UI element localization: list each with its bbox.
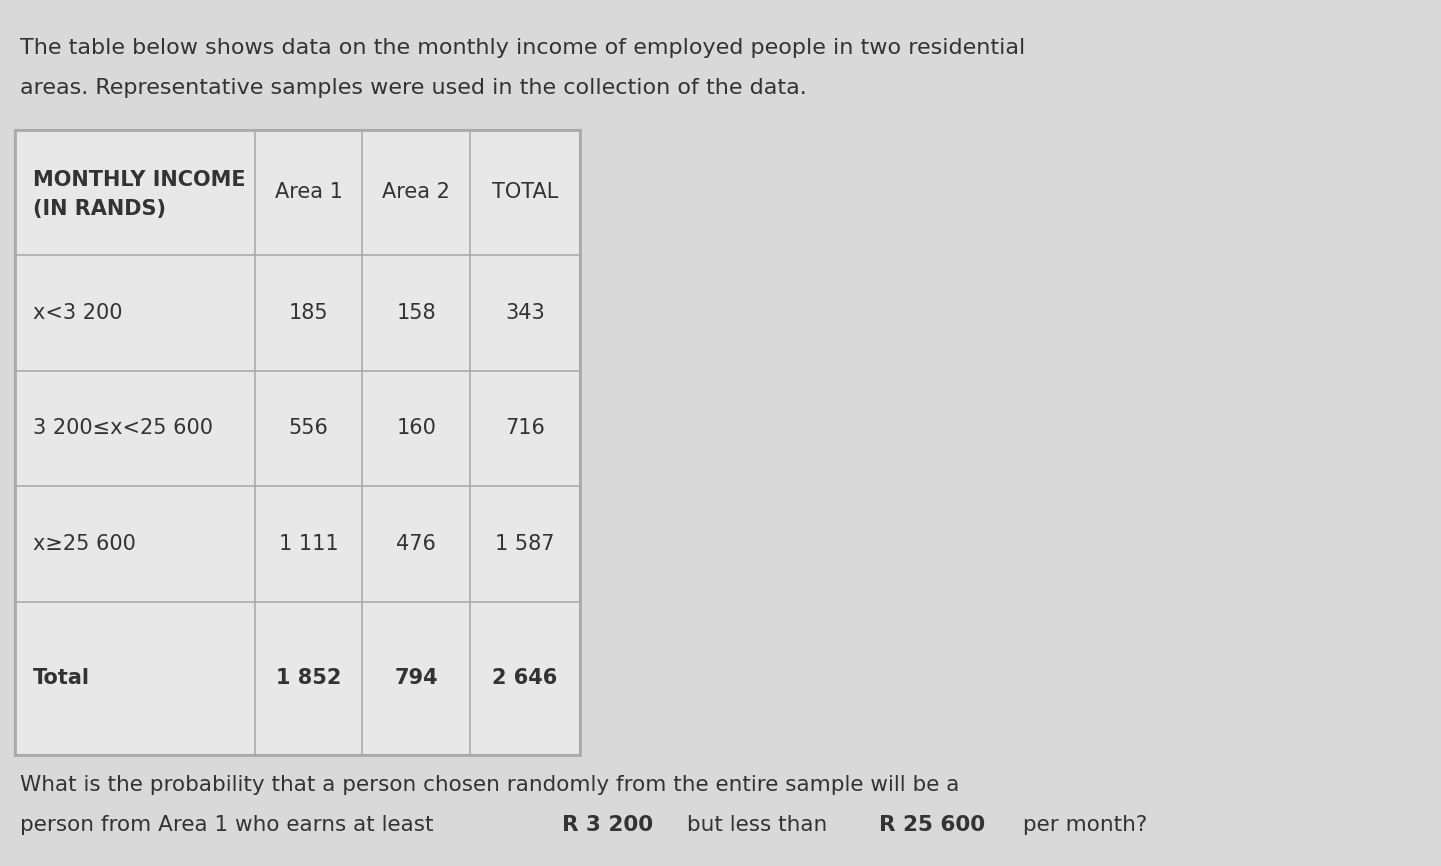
Text: 158: 158 (396, 303, 437, 323)
Text: Area 1: Area 1 (275, 183, 343, 203)
Text: 1 111: 1 111 (280, 534, 339, 554)
Text: (IN RANDS): (IN RANDS) (33, 198, 166, 218)
Text: 160: 160 (396, 418, 437, 438)
Bar (14, 130, 579, 755)
Text: R 25 600: R 25 600 (879, 815, 986, 835)
Text: 716: 716 (504, 418, 545, 438)
Text: 1 587: 1 587 (496, 534, 555, 554)
Text: 794: 794 (395, 669, 438, 688)
Text: 2 646: 2 646 (493, 669, 558, 688)
Text: Area 2: Area 2 (382, 183, 450, 203)
Text: but less than: but less than (680, 815, 834, 835)
Text: What is the probability that a person chosen randomly from the entire sample wil: What is the probability that a person ch… (20, 775, 960, 795)
Text: 556: 556 (288, 418, 329, 438)
Text: MONTHLY INCOME: MONTHLY INCOME (33, 171, 245, 191)
Text: TOTAL: TOTAL (491, 183, 558, 203)
Text: 185: 185 (290, 303, 329, 323)
Text: The table below shows data on the monthly income of employed people in two resid: The table below shows data on the monthl… (20, 38, 1025, 58)
Text: x≥25 600: x≥25 600 (33, 534, 135, 554)
Text: Total: Total (33, 669, 89, 688)
Text: per month?: per month? (1016, 815, 1147, 835)
Text: x<3 200: x<3 200 (33, 303, 122, 323)
Text: R 3 200: R 3 200 (562, 815, 654, 835)
Text: 343: 343 (504, 303, 545, 323)
Text: 3 200≤x<25 600: 3 200≤x<25 600 (33, 418, 213, 438)
Text: 1 852: 1 852 (277, 669, 342, 688)
Text: person from Area 1 who earns at least: person from Area 1 who earns at least (20, 815, 441, 835)
Text: 476: 476 (396, 534, 437, 554)
Text: areas. Representative samples were used in the collection of the data.: areas. Representative samples were used … (20, 78, 807, 98)
